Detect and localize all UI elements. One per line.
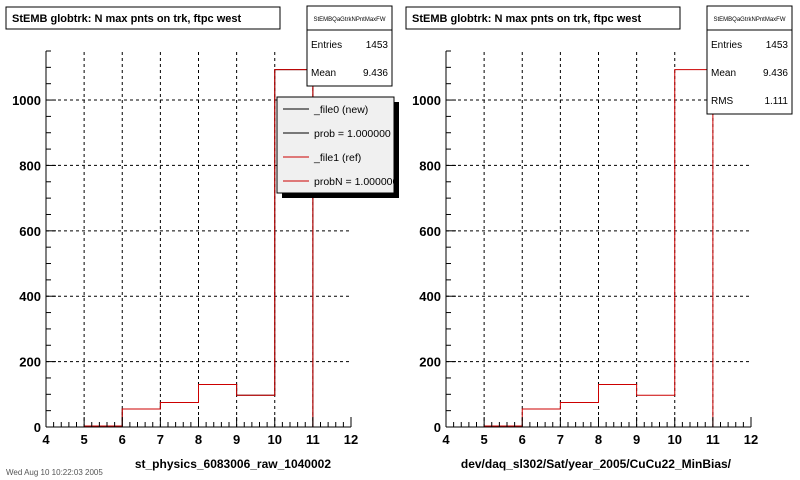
y-tick-label: 600 — [419, 224, 441, 239]
histogram-bin — [160, 402, 198, 427]
x-tick-label: 5 — [481, 432, 488, 447]
histogram-bin — [522, 409, 560, 427]
stats-key: Entries — [711, 40, 742, 51]
y-tick-label: 800 — [419, 158, 441, 173]
stats-value: 1453 — [366, 40, 389, 51]
y-tick-label: 1000 — [412, 93, 441, 108]
x-tick-label: 9 — [233, 432, 240, 447]
chart-panel-2: StEMB globtrk: N max pnts on trk, ftpc w… — [405, 5, 793, 471]
histogram-bin — [637, 395, 675, 427]
x-tick-label: 12 — [344, 432, 358, 447]
histogram-bin — [237, 395, 275, 427]
y-tick-label: 400 — [19, 289, 41, 304]
x-tick-label: 7 — [557, 432, 564, 447]
histogram-series-1 — [446, 69, 751, 428]
stats-key: Mean — [711, 68, 736, 79]
x-tick-label: 6 — [119, 432, 126, 447]
stats-value: 9.436 — [363, 68, 388, 79]
legend-label: _file0 (new) — [313, 104, 368, 116]
x-tick-label: 7 — [157, 432, 164, 447]
x-tick-label: 12 — [744, 432, 758, 447]
x-tick-label: 11 — [706, 432, 720, 447]
histogram-series-2 — [46, 69, 351, 428]
title-box — [405, 6, 681, 30]
stats-key: Mean — [311, 68, 336, 79]
stats-box — [306, 5, 393, 87]
x-tick-label: 6 — [519, 432, 526, 447]
x-axis-label: dev/daq_sl302/Sat/year_2005/CuCu22_MinBi… — [461, 457, 732, 471]
x-tick-label: 11 — [306, 432, 320, 447]
x-tick-label: 10 — [668, 432, 682, 447]
y-tick-label: 1000 — [12, 93, 41, 108]
chart-panel-1: StEMB globtrk: N max pnts on trk, ftpc w… — [5, 5, 399, 471]
stats-value: 9.436 — [763, 68, 788, 79]
stats-key: RMS — [711, 96, 734, 107]
y-tick-label: 0 — [34, 420, 41, 435]
legend-label: prob = 1.000000 — [314, 128, 391, 140]
chart-title: StEMB globtrk: N max pnts on trk, ftpc w… — [412, 13, 642, 25]
stats-key: Entries — [311, 40, 342, 51]
x-tick-label: 4 — [42, 432, 50, 447]
stats-value: 1453 — [766, 40, 789, 51]
legend-label: _file1 (ref) — [313, 152, 361, 164]
chart-title: StEMB globtrk: N max pnts on trk, ftpc w… — [12, 13, 242, 25]
y-tick-label: 0 — [434, 420, 441, 435]
x-axis-label: st_physics_6083006_raw_1040002 — [135, 457, 331, 471]
y-tick-label: 200 — [419, 355, 441, 370]
histogram-bin — [599, 384, 637, 427]
legend-box — [276, 96, 395, 194]
stats-box — [706, 5, 793, 115]
histogram-bin — [199, 384, 237, 427]
footer-timestamp: Wed Aug 10 10:22:03 2005 — [6, 468, 103, 477]
histogram-bin — [122, 409, 160, 427]
y-tick-label: 800 — [19, 158, 41, 173]
x-tick-label: 9 — [633, 432, 640, 447]
legend-label: probN = 1.000000 — [314, 176, 399, 188]
x-tick-label: 5 — [81, 432, 88, 447]
stats-value: 1.111 — [764, 96, 788, 107]
histogram-bin — [675, 70, 713, 427]
histogram-bin — [160, 402, 198, 427]
y-tick-label: 200 — [19, 355, 41, 370]
x-tick-label: 8 — [595, 432, 602, 447]
y-tick-label: 400 — [419, 289, 441, 304]
histogram-bin — [122, 409, 160, 427]
stats-name: StEMBQaGtrkNPntMaxFW — [713, 17, 785, 23]
x-tick-label: 4 — [442, 432, 450, 447]
histogram-bin — [237, 395, 275, 427]
histogram-bin — [560, 402, 598, 427]
x-tick-label: 10 — [268, 432, 282, 447]
x-tick-label: 8 — [195, 432, 202, 447]
stats-name: StEMBQaGtrkNPntMaxFW — [313, 17, 385, 23]
title-box — [5, 6, 281, 30]
histogram-bin — [199, 384, 237, 427]
y-tick-label: 600 — [19, 224, 41, 239]
